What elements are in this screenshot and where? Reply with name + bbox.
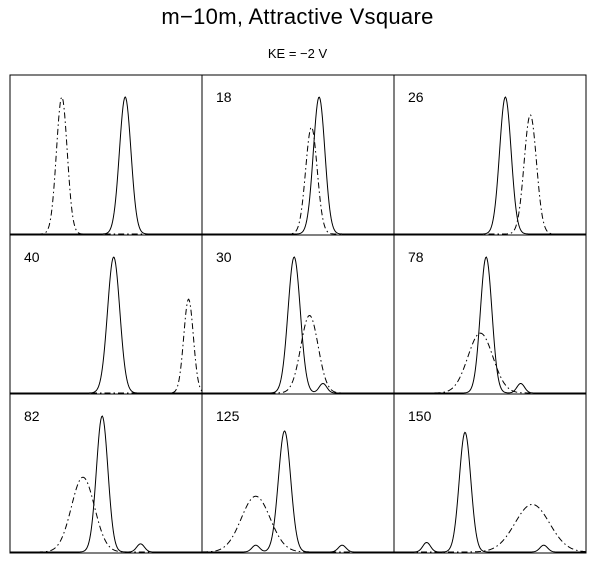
solid-series-line bbox=[10, 415, 202, 553]
solid-series-line bbox=[394, 96, 586, 235]
panels-layer: 18 26 40 30 78 82 125 150 bbox=[9, 74, 587, 554]
panel-8: 125 bbox=[201, 393, 395, 554]
solid-series-line bbox=[394, 431, 586, 553]
solid-series-line bbox=[394, 256, 586, 394]
solid-series-line bbox=[202, 96, 394, 235]
panel-label: 30 bbox=[216, 249, 232, 265]
panel-9: 150 bbox=[393, 393, 587, 554]
panel-2: 18 bbox=[201, 74, 395, 236]
outer-frame bbox=[9, 74, 587, 554]
panel-3: 26 bbox=[393, 74, 587, 236]
dashdot-series-line bbox=[394, 503, 587, 553]
panel-4: 40 bbox=[9, 234, 203, 395]
panel-label: 82 bbox=[24, 408, 40, 424]
dashdot-series-line bbox=[394, 114, 586, 235]
dashdot-series-line bbox=[202, 126, 394, 235]
solid-series-line bbox=[202, 430, 394, 553]
chart-subtitle: KE = −2 V bbox=[267, 46, 328, 61]
panel-label: 40 bbox=[24, 249, 40, 265]
panel-label: 26 bbox=[408, 89, 424, 105]
panel-label: 78 bbox=[408, 249, 424, 265]
panel-border bbox=[9, 74, 203, 236]
solid-series-line bbox=[10, 96, 202, 235]
panel-label: 150 bbox=[408, 408, 432, 424]
dashdot-series-line bbox=[202, 315, 394, 394]
solid-series-line bbox=[10, 256, 202, 394]
panel-label: 18 bbox=[216, 89, 232, 105]
panel-5: 30 bbox=[201, 234, 395, 395]
panel-7: 82 bbox=[9, 393, 203, 554]
panel-label: 125 bbox=[216, 408, 240, 424]
panel-1 bbox=[9, 74, 203, 236]
dashdot-series-line bbox=[10, 96, 202, 235]
chart-title: m−10m, Attractive Vsquare bbox=[161, 4, 434, 29]
dashdot-series-line bbox=[10, 476, 202, 553]
dashdot-series-line bbox=[201, 495, 394, 553]
dashdot-series-line bbox=[10, 298, 203, 394]
solid-series-line bbox=[202, 256, 394, 394]
panel-6: 78 bbox=[393, 234, 587, 395]
dashdot-series-line bbox=[394, 332, 586, 394]
